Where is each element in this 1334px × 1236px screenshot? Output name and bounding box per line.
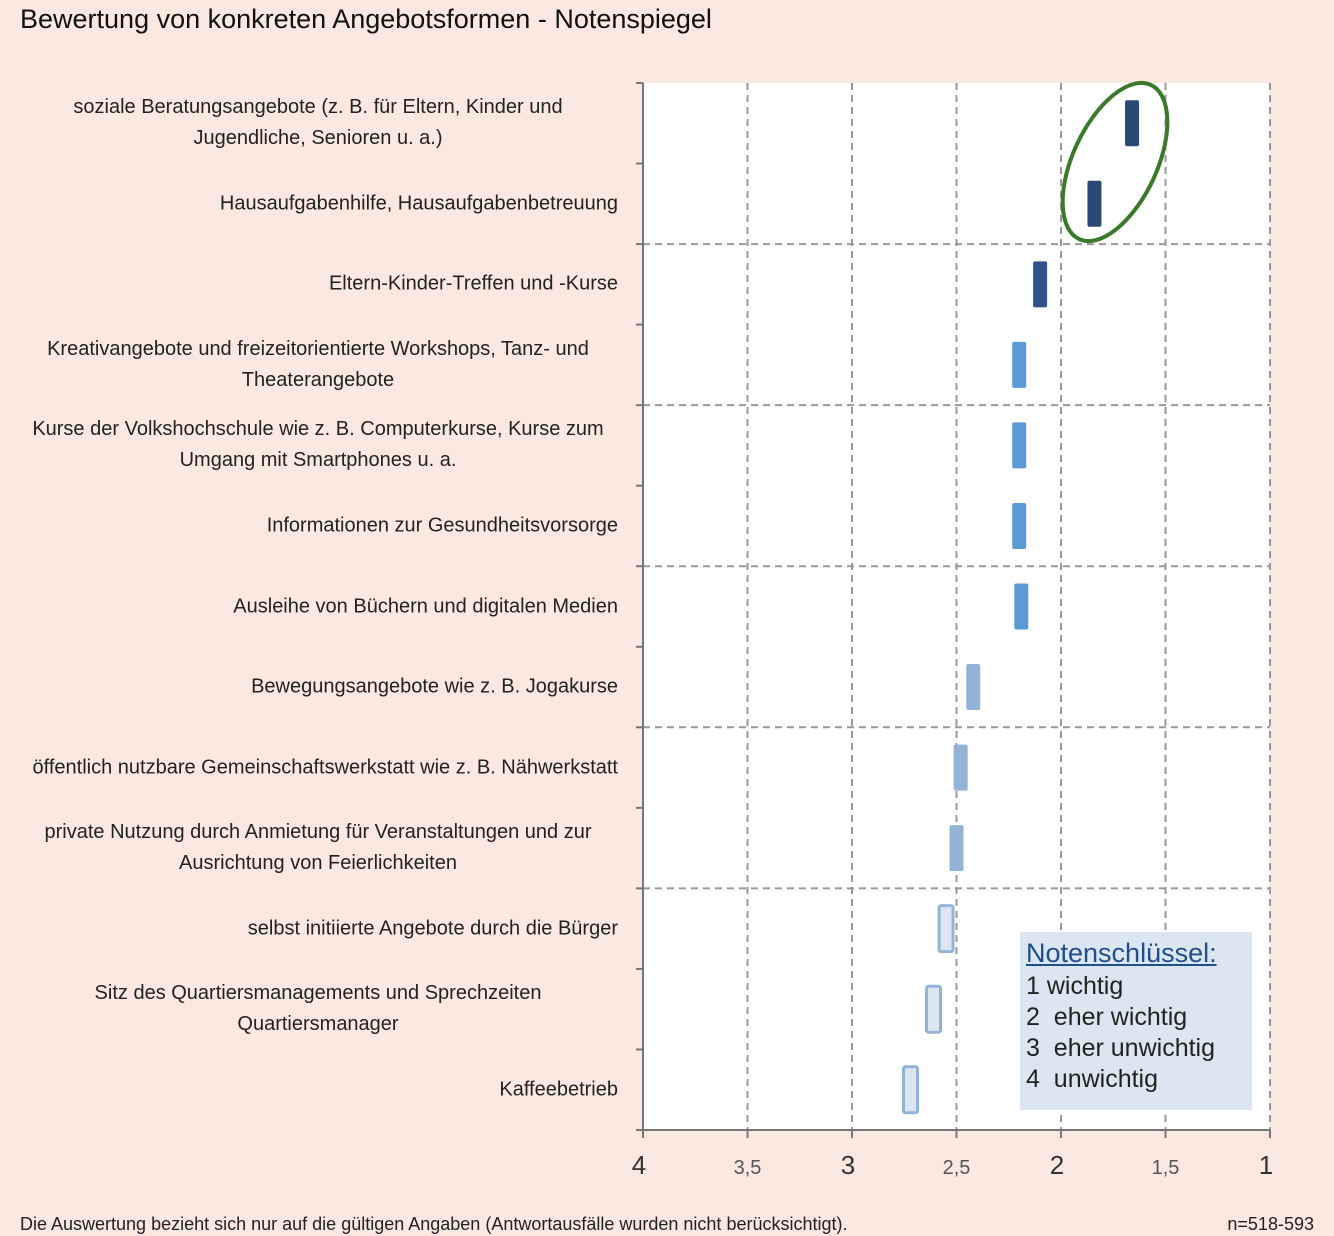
marker: [1125, 100, 1140, 147]
x-tick-label: 3: [841, 1150, 855, 1180]
category-text: Informationen zur Gesundheitsvorsorge: [266, 514, 618, 537]
category-label: soziale Beratungsangebote (z. B. für Elt…: [18, 92, 618, 154]
marker: [1087, 180, 1102, 227]
x-tick-label: 2,5: [943, 1157, 971, 1179]
marker: [925, 984, 943, 1034]
x-tick-label: 1,5: [1152, 1157, 1180, 1179]
marker: [953, 744, 968, 791]
legend: Notenschlüssel: 1 wichtig 2 eher wichtig 3 …: [1020, 932, 1252, 1110]
legend-item: 1 wichtig: [1026, 972, 1124, 1000]
x-tick-label: 1: [1259, 1150, 1273, 1180]
category-text: Kurse der Volkshochschule wie z. B. Comp…: [32, 418, 604, 472]
category-label: Informationen zur Gesundheitsvorsorge: [18, 510, 618, 541]
category-text: Sitz des Quartiersmanagements und Sprech…: [94, 982, 542, 1036]
category-label: selbst initiierte Angebote durch die Bür…: [18, 913, 618, 944]
category-label: öffentlich nutzbare Gemeinschaftswerksta…: [18, 752, 618, 783]
category-label: Bewegungsangebote wie z. B. Jogakurse: [18, 672, 618, 703]
marker: [966, 664, 981, 711]
category-text: Ausleihe von Büchern und digitalen Medie…: [233, 595, 618, 617]
category-text: selbst initiierte Angebote durch die Bür…: [247, 917, 618, 940]
category-label: Hausaufgabenhilfe, Hausaufgabenbetreuung: [18, 188, 618, 219]
marker: [1012, 341, 1027, 388]
chart-title: Bewertung von konkreten Angebotsformen -…: [20, 4, 712, 34]
footnote: Die Auswertung bezieht sich nur auf die …: [20, 1214, 848, 1234]
highlight-ellipse: [1060, 80, 1170, 244]
marker: [1033, 261, 1048, 308]
marker: [1012, 502, 1027, 549]
category-label: Kaffeebetrieb: [18, 1074, 618, 1105]
category-label: private Nutzung durch Anmietung für Vera…: [18, 817, 618, 879]
category-text: Kreativangebote und freizeitorientierte …: [47, 337, 589, 391]
category-text: Eltern-Kinder-Treffen und -Kurse: [328, 272, 618, 295]
legend-item: 2 eher wichtig: [1026, 1003, 1188, 1031]
legend-item: 3 eher unwichtig: [1026, 1034, 1216, 1062]
marker: [937, 904, 955, 954]
category-text: öffentlich nutzbare Gemeinschaftswerksta…: [32, 756, 618, 779]
legend-item: 4 unwichtig: [1026, 1065, 1159, 1093]
category-text: Bewegungsangebote wie z. B. Jogakurse: [251, 675, 618, 698]
marker: [949, 825, 964, 872]
category-label: Sitz des Quartiersmanagements und Sprech…: [18, 978, 618, 1040]
category-label: Kreativangebote und freizeitorientierte …: [18, 334, 618, 396]
category-text: Kaffeebetrieb: [499, 1078, 618, 1101]
category-label: Kurse der Volkshochschule wie z. B. Comp…: [18, 414, 618, 476]
marker: [1012, 422, 1027, 469]
x-tick-label: 4: [632, 1150, 646, 1180]
marker: [1014, 583, 1029, 630]
category-text: Hausaufgabenhilfe, Hausaufgabenbetreuung: [219, 192, 618, 215]
sample-size: n=518-593: [1227, 1214, 1314, 1234]
x-tick-label: 3,5: [734, 1157, 762, 1179]
category-text: soziale Beratungsangebote (z. B. für Elt…: [73, 96, 563, 150]
category-text: private Nutzung durch Anmietung für Vera…: [44, 821, 592, 875]
category-label: Eltern-Kinder-Treffen und -Kurse: [18, 269, 618, 300]
category-label: Ausleihe von Büchern und digitalen Medie…: [18, 591, 618, 622]
legend-title: Notenschlüssel:: [1026, 938, 1217, 968]
x-tick-label: 2: [1050, 1150, 1064, 1180]
marker: [902, 1065, 920, 1115]
